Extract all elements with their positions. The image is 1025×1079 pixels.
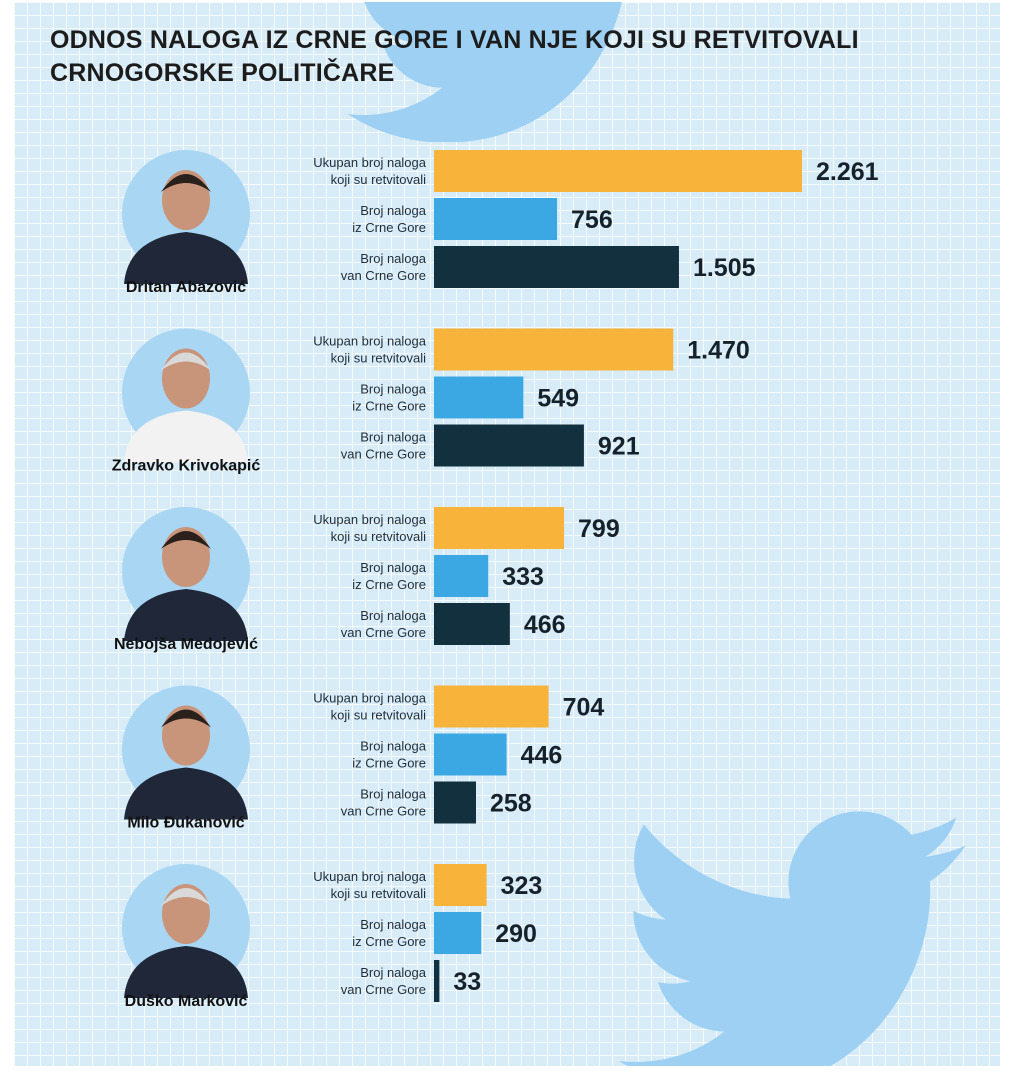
bar-label: Ukupan broj naloga koji su retvitovali (313, 334, 427, 366)
value-label: 333 (502, 563, 544, 591)
chart-title: ODNOS NALOGA IZ CRNE GORE I VAN NJE KOJI… (50, 26, 859, 87)
bar-total (434, 150, 802, 192)
bar-montenegro (434, 733, 507, 776)
value-label: 258 (490, 790, 532, 818)
value-label: 1.505 (693, 254, 756, 282)
politician-group: Duško Marković Ukupan broj naloga koji su … (122, 864, 542, 1010)
value-label: 704 (563, 694, 605, 722)
politician-name: Zdravko Krivokapić (112, 458, 261, 475)
politician-name: Nebojša Medojević (114, 636, 258, 653)
value-label: 2.261 (816, 158, 879, 186)
politician-group: Nebojša Medojević Ukupan broj naloga koji … (114, 507, 620, 653)
bar-label: Broj naloga iz Crne Gore (352, 203, 426, 235)
politician-group: Dritan Abazović Ukupan broj naloga koji su… (122, 150, 879, 296)
bar-label: Ukupan broj naloga koji su retvitovali (313, 155, 427, 187)
value-label: 756 (571, 206, 613, 234)
bar-label: Broj naloga iz Crne Gore (352, 739, 426, 771)
person-photo-icon (124, 348, 248, 463)
bar-label: Broj naloga van Crne Gore (341, 430, 427, 462)
bar-montenegro (434, 555, 489, 597)
bar-total (434, 328, 674, 371)
value-label: 323 (501, 872, 543, 900)
bar-label: Broj naloga van Crne Gore (341, 251, 427, 283)
bar-montenegro (434, 376, 524, 419)
bar-abroad (434, 960, 440, 1002)
person-photo-icon (124, 527, 248, 641)
person-photo-icon (124, 705, 248, 820)
value-label: 466 (524, 611, 566, 639)
person-photo-icon (124, 884, 248, 998)
bar-label: Broj naloga iz Crne Gore (352, 917, 426, 949)
bar-label: Ukupan broj naloga koji su retvitovali (313, 869, 427, 901)
bar-chart: Dritan Abazović Ukupan broj naloga koji su… (112, 150, 879, 1010)
value-label: 446 (521, 742, 563, 770)
bar-abroad (434, 781, 476, 824)
value-label: 549 (537, 385, 579, 413)
politician-name: Milo Đukanović (127, 815, 244, 832)
bar-label: Broj naloga iz Crne Gore (352, 382, 426, 414)
twitter-bird-icon (618, 811, 966, 1066)
bar-label: Broj naloga iz Crne Gore (352, 560, 426, 592)
person-photo-icon (124, 170, 248, 284)
bar-label: Broj naloga van Crne Gore (341, 965, 427, 997)
bar-montenegro (434, 198, 558, 240)
bar-abroad (434, 246, 679, 288)
infographic-card: ODNOS NALOGA IZ CRNE GORE I VAN NJE KOJI… (14, 2, 1000, 1066)
bar-total (434, 685, 549, 728)
twitter-bird-icon (347, 2, 622, 142)
value-label: 1.470 (687, 337, 750, 365)
bar-montenegro (434, 912, 482, 954)
politician-group: Milo Đukanović Ukupan broj naloga koji su … (122, 685, 605, 832)
politician-name: Dritan Abazović (126, 279, 246, 296)
politician-name: Duško Marković (125, 993, 248, 1010)
value-label: 290 (495, 920, 537, 948)
bar-abroad (434, 424, 584, 467)
bar-total (434, 864, 487, 906)
bar-label: Ukupan broj naloga koji su retvitovali (313, 691, 427, 723)
bar-label: Broj naloga van Crne Gore (341, 608, 427, 640)
value-label: 33 (453, 968, 481, 996)
value-label: 799 (578, 515, 620, 543)
value-label: 921 (598, 433, 640, 461)
bar-label: Broj naloga van Crne Gore (341, 787, 427, 819)
politician-group: Zdravko Krivokapić Ukupan broj naloga koji… (112, 328, 750, 475)
bar-abroad (434, 603, 510, 645)
bar-total (434, 507, 565, 549)
bar-label: Ukupan broj naloga koji su retvitovali (313, 512, 427, 544)
